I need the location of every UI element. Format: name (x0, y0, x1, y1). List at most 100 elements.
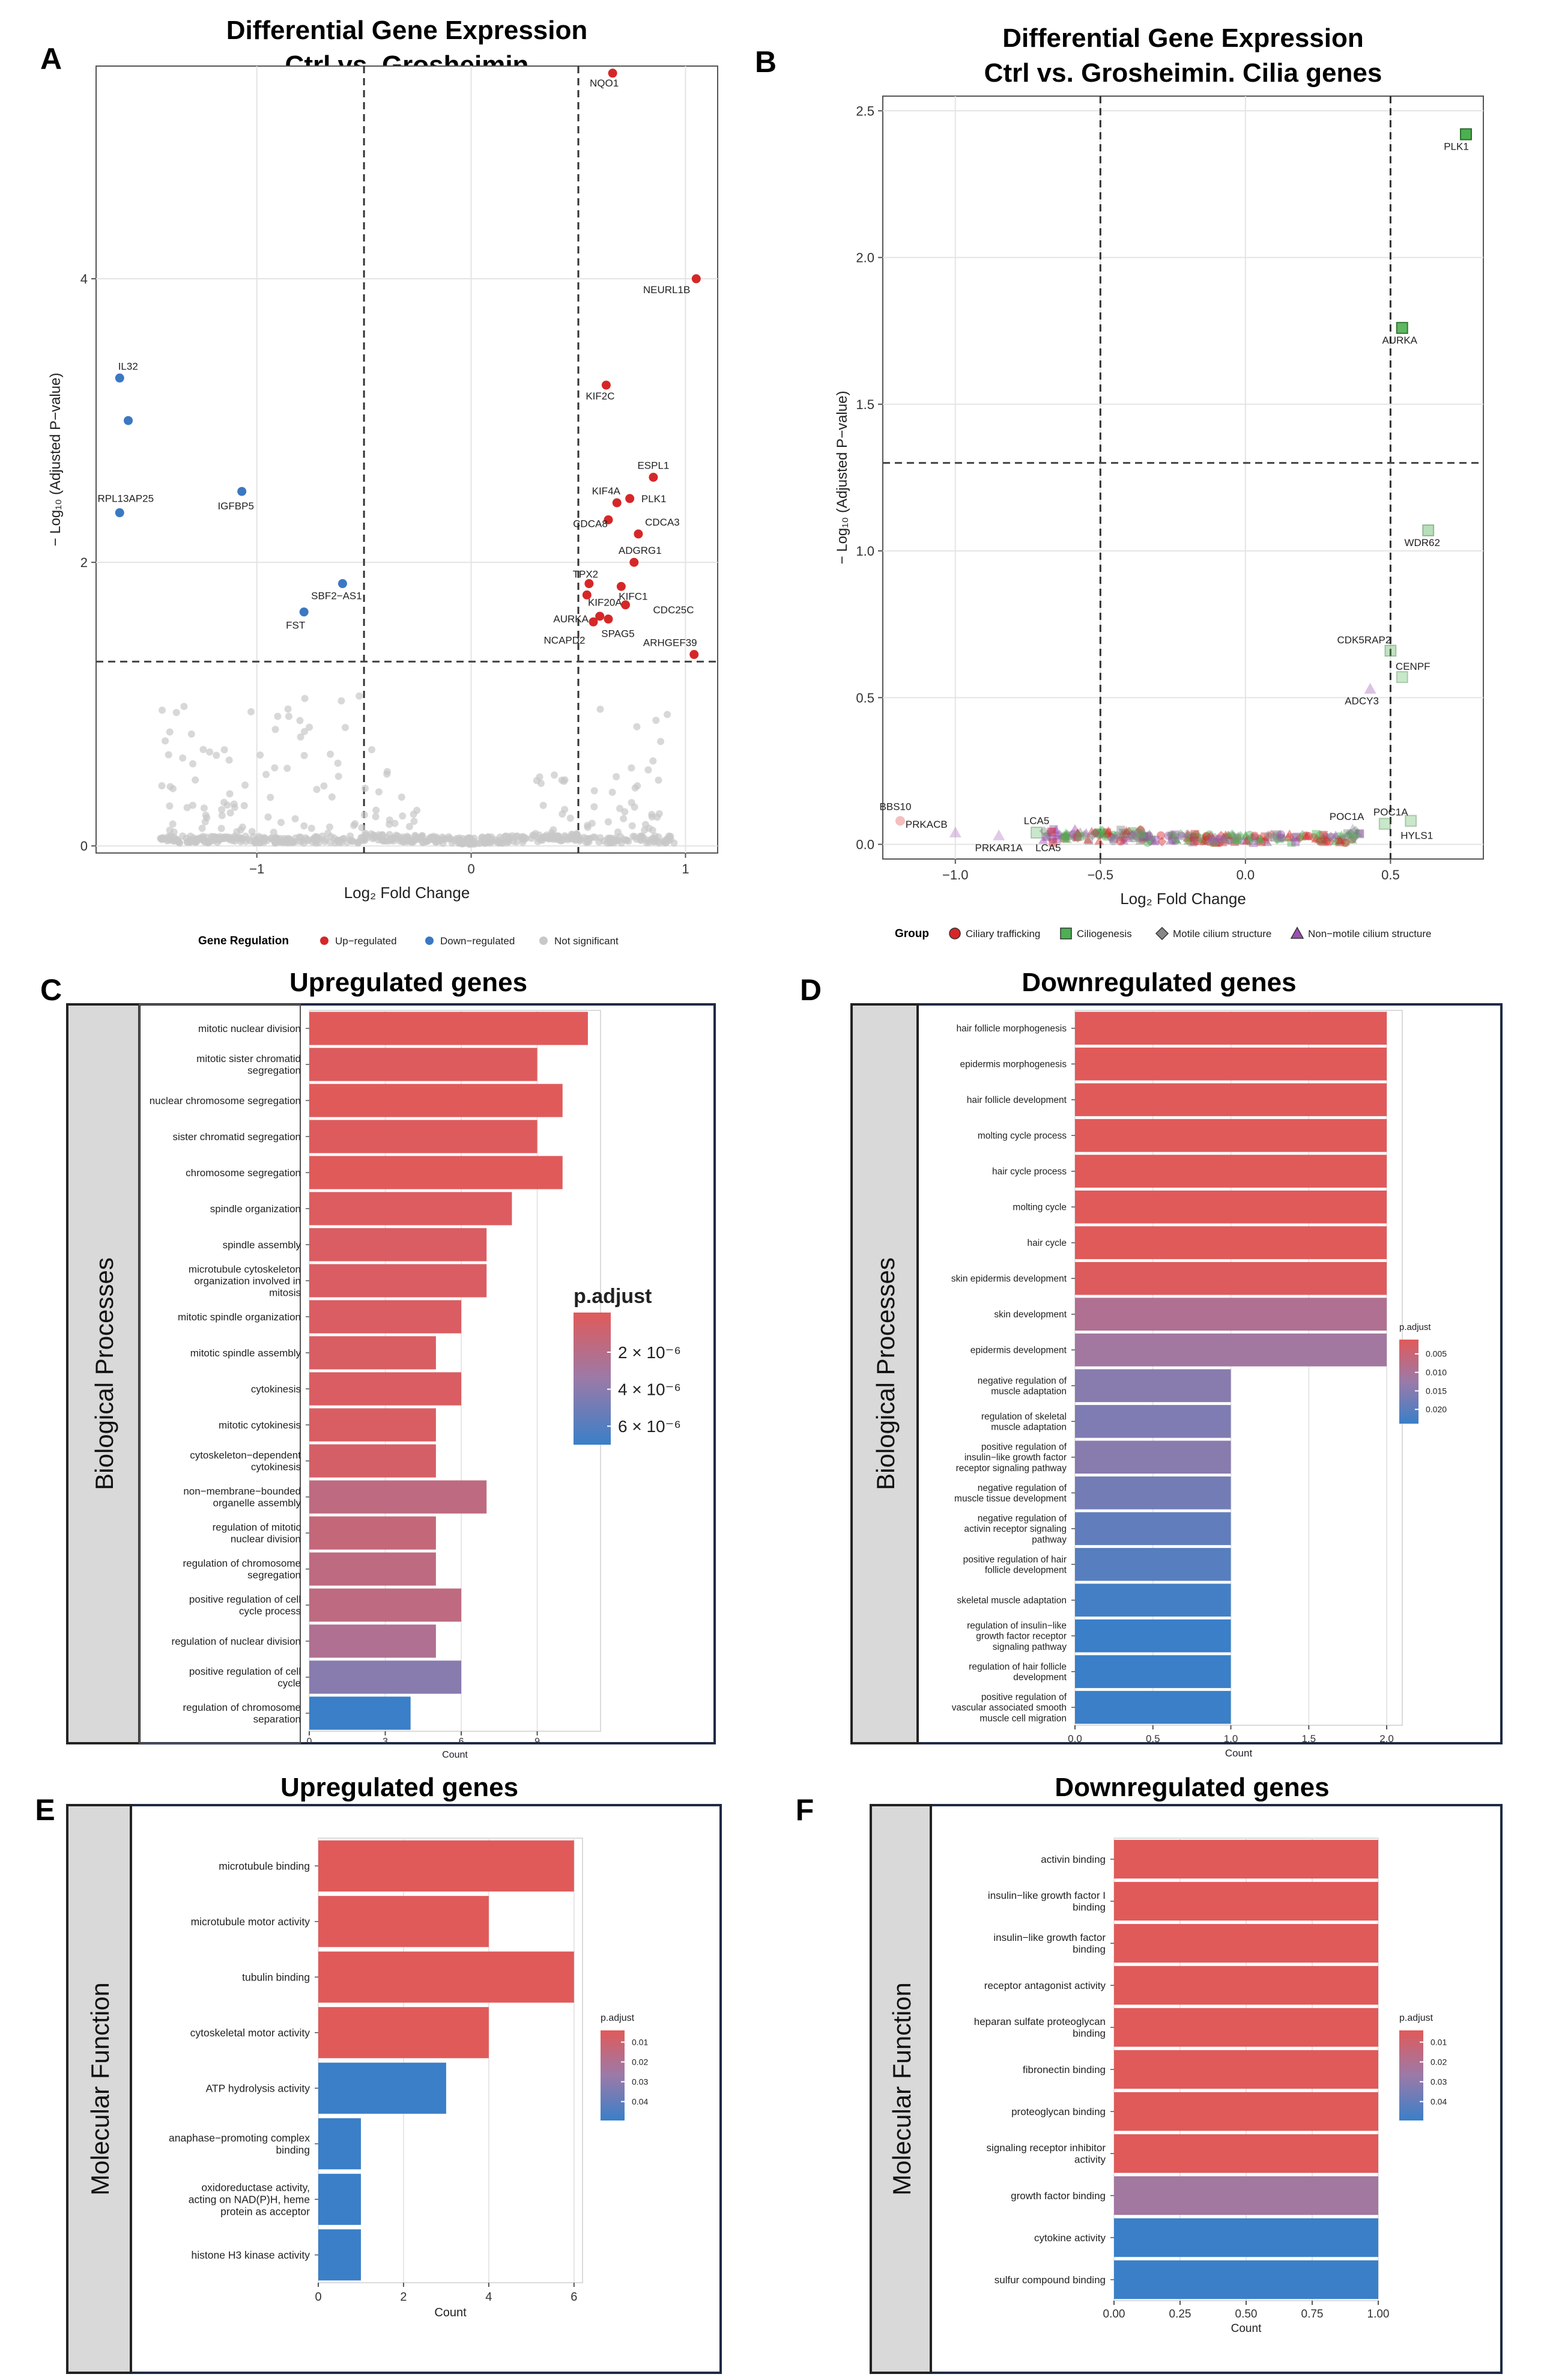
category-label-C: cytokinesis (251, 1462, 301, 1473)
ns-point (608, 788, 616, 796)
gene-label: RPL13AP25 (97, 493, 154, 505)
bg-point (1070, 824, 1080, 833)
bg-point (1312, 830, 1321, 839)
category-label-D: skin development (994, 1310, 1067, 1320)
bg-point (1140, 833, 1149, 842)
bg-point (1233, 831, 1243, 840)
bg-point (1322, 833, 1332, 842)
bg-point (1142, 832, 1151, 841)
ns-point (231, 804, 238, 812)
category-label-C: cycle (277, 1678, 301, 1689)
category-label-E: anaphase−promoting complex (169, 2132, 310, 2144)
legend-tick-label-F: 0.02 (1430, 2057, 1447, 2066)
ns-point (655, 776, 662, 784)
bg-point (1220, 834, 1229, 843)
category-label-F: binding (1073, 2028, 1106, 2039)
ns-point (270, 836, 277, 844)
category-label-C: regulation of mitotic (213, 1522, 301, 1533)
ns-point (277, 819, 285, 827)
category-label-E: microtubule motor activity (191, 1916, 310, 1928)
bar-D-15 (1075, 1547, 1231, 1581)
ns-point (368, 745, 375, 753)
category-label-E: histone H3 kinase activity (192, 2249, 310, 2261)
x-tick-label-E: 2 (400, 2290, 407, 2304)
gene-label: CDK5RAP2 (1337, 634, 1391, 646)
bg-point (1116, 825, 1125, 834)
bg-point (1211, 838, 1220, 847)
bar-C-6 (309, 1228, 487, 1261)
legend-tick-label-C: 2 × 10⁻⁶ (618, 1343, 681, 1362)
bg-point (1206, 834, 1216, 843)
ns-point (358, 824, 366, 831)
category-label-C: mitosis (269, 1287, 301, 1299)
bg-point (1217, 837, 1228, 846)
gene-label: KIF20A (588, 597, 622, 608)
gene-label: PRKACB (906, 819, 948, 830)
side-label-F: Molecular Function (888, 1982, 916, 2196)
ns-point (274, 712, 282, 720)
bg-point (1076, 832, 1085, 841)
bg-point (1049, 838, 1058, 847)
ns-point (444, 835, 452, 843)
x-tick-label-C: 3 (383, 1737, 388, 1747)
bg-point (1200, 836, 1209, 845)
ns-point (238, 823, 246, 831)
bg-point (1261, 832, 1270, 841)
ns-point (383, 770, 391, 778)
ns-point (183, 804, 191, 812)
bg-point (1134, 828, 1143, 837)
category-label-C: spindle assembly (223, 1239, 301, 1251)
category-label-C: sister chromatid segregation (172, 1131, 301, 1143)
bg-point (1220, 835, 1230, 844)
ns-point (356, 692, 363, 700)
bg-point (1191, 830, 1200, 839)
bar-C-4 (309, 1156, 563, 1189)
bg-point (1327, 833, 1336, 842)
ns-point (375, 831, 383, 839)
ns-point (264, 813, 272, 821)
legend-label-B: Non−motile cilium structure (1308, 928, 1432, 940)
ns-point (306, 723, 313, 731)
side-label-D: Biological Processes (871, 1257, 900, 1490)
x-tick-label-C: 6 (459, 1737, 464, 1747)
bg-point (1267, 830, 1277, 840)
bg-point (1128, 827, 1137, 836)
legend-label-B: Ciliary trafficking (966, 928, 1040, 940)
bar-F-9 (1114, 2218, 1378, 2257)
bg-point (1315, 836, 1325, 846)
ns-point (604, 818, 612, 826)
category-label-E: protein as acceptor (220, 2206, 310, 2218)
not-significant-points (157, 692, 678, 848)
ns-point (372, 813, 380, 821)
category-label-D: receptor signaling pathway (956, 1463, 1067, 1474)
category-label-D: epidermis morphogenesis (960, 1060, 1067, 1070)
ns-point (270, 828, 277, 836)
ns-point (195, 835, 203, 843)
gene-label: BBS10 (880, 801, 912, 813)
chart-title-D: Downregulated genes (1022, 968, 1296, 997)
category-label-C: regulation of nuclear division (172, 1636, 301, 1647)
category-label-E: cytoskeletal motor activity (190, 2027, 310, 2039)
bar-D-1 (1075, 1047, 1387, 1081)
bg-point (1128, 829, 1139, 839)
bar-D-14 (1075, 1512, 1231, 1546)
category-label-E: microtubule binding (219, 1860, 310, 1872)
ns-point (256, 751, 264, 759)
bg-point (1062, 834, 1072, 843)
ns-point (375, 788, 383, 796)
bg-point (1216, 831, 1226, 841)
bar-F-0 (1114, 1839, 1378, 1879)
ns-point (362, 785, 369, 792)
bg-point (1223, 831, 1233, 841)
bg-point (1247, 833, 1257, 843)
ns-point (165, 751, 172, 759)
bar-E-5 (318, 2118, 361, 2170)
ns-point (410, 818, 418, 825)
ns-point (327, 833, 335, 840)
ns-point (240, 802, 248, 810)
y-tick-label-B: 2.0 (856, 250, 874, 266)
ns-point (247, 708, 255, 715)
category-label-F: activity (1074, 2154, 1106, 2166)
bg-point (1039, 826, 1049, 836)
gene-point-CDCA3 (634, 529, 643, 539)
